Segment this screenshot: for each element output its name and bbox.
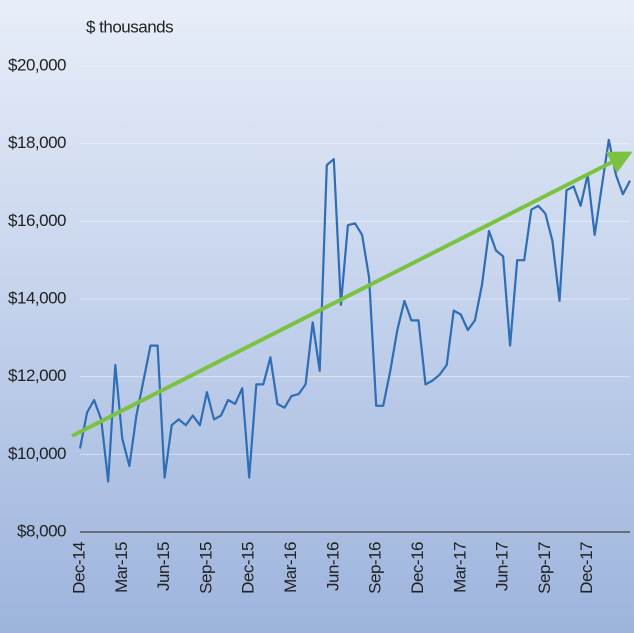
chart-subtitle: $ thousands <box>86 17 173 36</box>
x-tick-label: Jun-16 <box>323 542 342 591</box>
x-tick-label: Jun-15 <box>154 542 173 591</box>
y-tick-label: $14,000 <box>8 288 66 307</box>
y-tick-label: $12,000 <box>8 366 66 385</box>
x-tick-label: Mar-16 <box>281 542 300 593</box>
x-tick-label: Mar-15 <box>112 542 131 593</box>
data-line <box>78 138 631 483</box>
x-tick-label: Dec-17 <box>577 542 596 594</box>
y-tick-label: $16,000 <box>8 211 66 230</box>
x-tick-label: Sep-16 <box>366 542 385 594</box>
y-tick-label: $8,000 <box>17 521 66 540</box>
y-tick-label: $18,000 <box>8 133 66 152</box>
x-tick-label: Jun-17 <box>493 542 512 591</box>
y-tick-label: $10,000 <box>8 444 66 463</box>
x-tick-label: Dec-16 <box>408 542 427 594</box>
x-tick-label: Mar-17 <box>450 542 469 593</box>
x-tick-label: Dec-15 <box>239 542 258 594</box>
trend-arrow <box>71 151 633 438</box>
x-tick-label: Sep-15 <box>196 542 215 594</box>
x-tick-label: Dec-14 <box>69 542 88 594</box>
y-tick-label: $20,000 <box>8 55 66 74</box>
x-tick-label: Sep-17 <box>535 542 554 594</box>
